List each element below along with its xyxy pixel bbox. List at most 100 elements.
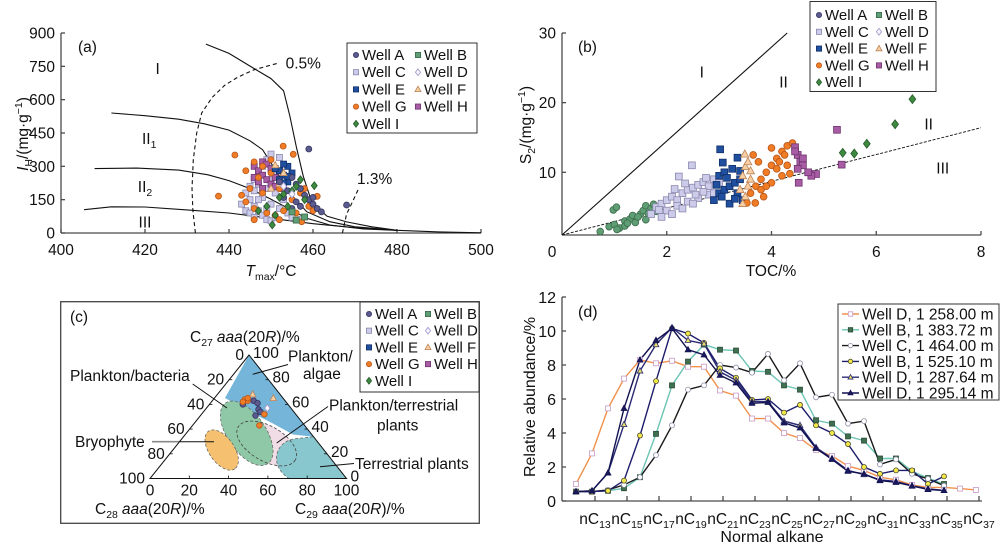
well-e-point [710,196,718,204]
well-a-point [254,399,261,407]
legend-item: Well C, 1 464.00 m [842,338,994,355]
x-tick-label: nC19 [675,511,707,531]
well-h-point [837,160,846,169]
ternary-left-tick-label: 60 [167,421,185,438]
well-g-point [762,168,771,177]
kerogen-type-subscript: 2 [146,187,152,199]
axis-title-suffix: )/% [276,329,299,346]
well-f-point [743,181,753,190]
well-g-point [246,185,254,192]
well-i-point [275,192,283,203]
data-point [973,487,979,493]
well-g-point [256,422,263,429]
data-point [925,475,931,482]
leader-line-plankton-bacteria [192,383,228,409]
data-point [845,441,851,447]
data-point [829,420,835,427]
data-point [620,404,628,411]
kerogen-type-label: I [155,61,159,78]
well-f-point [740,191,750,200]
x-tick-label: nC15 [611,511,643,531]
well-g-point [778,171,786,180]
panel-d-normal-alkane-distribution: (d) Relative abundance/% Normal alkane 0… [522,290,1000,546]
legend-circle-marker-icon [365,310,372,317]
y-tick-label: 600 [29,92,55,109]
axis-title-prefix: C [295,501,306,518]
legend-item-well-e: Well E [365,339,418,356]
data-point [684,345,692,353]
x-tick-label-base: nC [771,511,791,528]
ternary-right-tick-label: 60 [292,394,310,411]
legend-item-well-d: Well D [414,64,468,81]
well-c-point [678,204,687,213]
axis-title-subscript: 28 [106,509,118,521]
well-g-point [754,158,763,166]
data-point [669,382,675,389]
x-tick-label-base: nC [739,511,759,528]
legend-item-well-c: Well C [816,24,869,41]
x-tick-label: nC25 [771,511,803,531]
ternary-right-tick-label: 80 [273,370,291,387]
well-i-point [271,210,279,220]
x-tick-label-base: nC [643,511,663,528]
well-i-point [268,220,276,230]
legend-item-well-i: Well I [352,116,399,133]
data-point [876,476,884,484]
leader-line-plankton-terrestrial [276,406,329,444]
well-g-point [775,158,784,166]
legend-square-marker-icon [365,344,372,351]
legend-square-marker-icon [365,327,372,334]
axis-title-italic-r: R [265,329,276,346]
x-tick-label: nC37 [963,511,995,531]
data-point [812,444,820,451]
data-point [653,378,659,385]
well-g-point [757,185,765,194]
x-tick-label: nC17 [643,511,675,531]
legend-label: Well B, 1 383.72 m [862,322,993,339]
data-point [877,455,883,462]
well-e-point [725,199,734,208]
axis-title-subscript: 27 [201,337,213,349]
well-i-point [296,175,304,185]
well-h-point [793,165,802,173]
axis-title-suffix: )/% [181,501,204,518]
legend-item-well-h: Well H [424,356,478,373]
data-point [685,386,691,393]
well-d-point [264,403,271,413]
data-point [957,485,963,492]
y-tick-label: 900 [29,26,55,43]
legend-item-well-b: Well B [424,306,477,323]
well-i-point [263,201,271,211]
data-point [605,405,611,412]
data-point [684,336,692,343]
kerogen-type-subscript: 1 [151,139,157,151]
legend-item-well-g: Well G [365,356,420,373]
y-tick-label: 10 [539,165,557,182]
well-e-point [733,153,742,162]
data-point [637,474,643,481]
region-label-plankton-algae-line2: algae [303,366,341,383]
legend-square-marker-icon [816,45,823,52]
x-tick-label: nC35 [931,511,963,531]
well-g-point [759,192,768,201]
well-a-point [296,202,304,210]
ternary-axis-title-c29: C29 aaa(20R)/% [295,501,405,521]
y-tick-label: 0 [46,226,55,243]
axis-title-prefix: C [95,501,106,518]
data-point [716,371,724,378]
well-c-point [271,189,279,197]
legend-label: Well G [375,356,420,373]
axis-title-mid: (20 [148,501,171,518]
data-point [797,402,803,408]
well-c-point [674,172,683,181]
well-i-point [838,147,847,158]
legend-circle-marker-icon [847,358,854,364]
x-tick-label-subscript: 29 [855,519,867,531]
legend-square-marker-icon [414,103,421,110]
well-g-point [749,151,757,159]
x-title-symbol: T [245,263,256,280]
data-point [605,487,611,494]
ternary-bottom-tick-label: 0 [146,483,155,500]
legend-box [359,301,480,393]
